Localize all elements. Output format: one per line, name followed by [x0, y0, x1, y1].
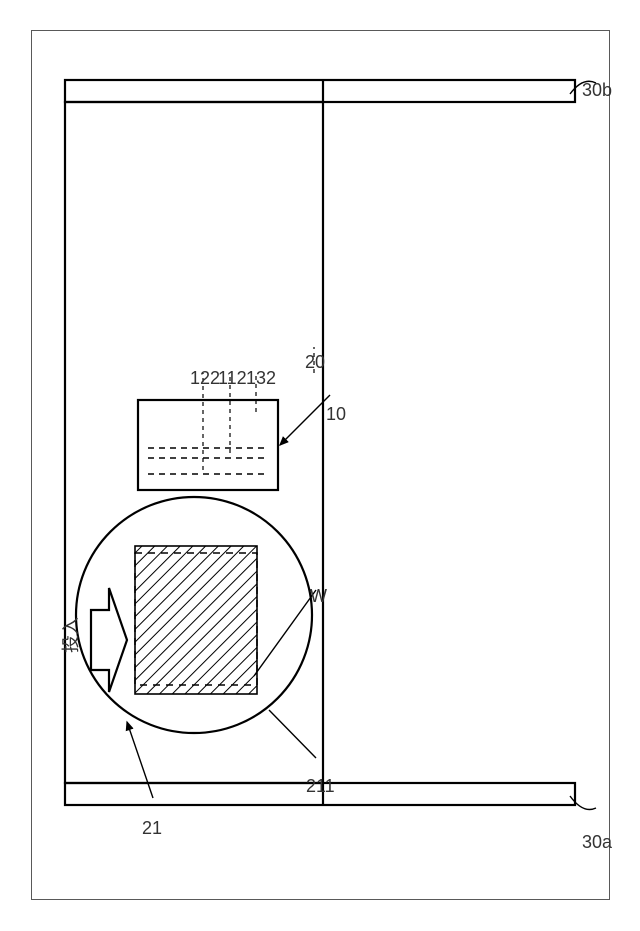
- label-input: 投入: [57, 617, 83, 653]
- label-132: 132: [246, 368, 276, 389]
- label-20: 20: [305, 352, 325, 373]
- label-21: 21: [142, 818, 162, 839]
- label-W: W: [310, 586, 327, 607]
- label-10: 10: [326, 404, 346, 425]
- label-30a: 30a: [582, 832, 612, 853]
- label-112: 112: [218, 368, 247, 389]
- label-122: 122: [190, 368, 220, 389]
- label-211: 211: [306, 776, 335, 797]
- label-30b: 30b: [582, 80, 612, 101]
